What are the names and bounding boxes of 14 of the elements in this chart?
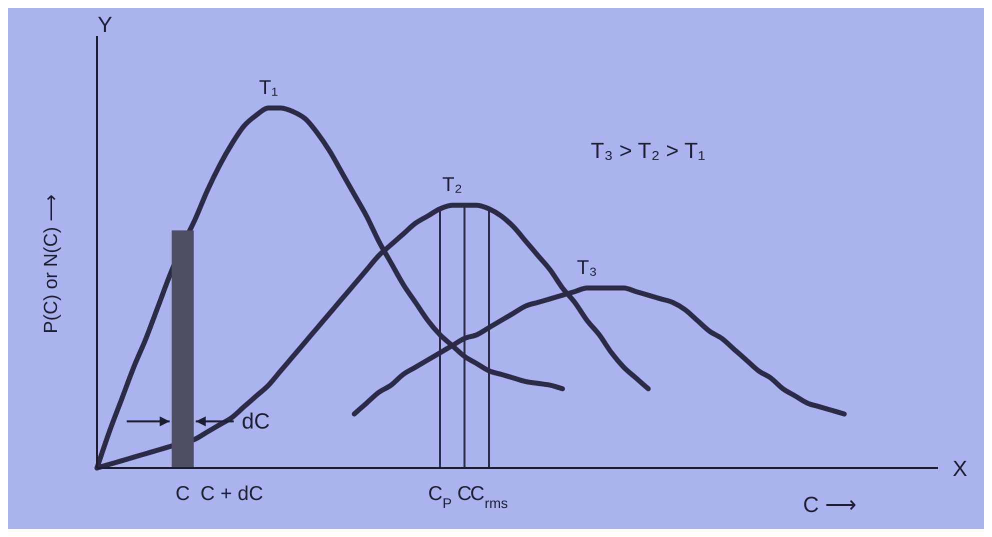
x-tick-label: C + dC: [200, 483, 264, 505]
x-axis-title: C ⟶: [803, 492, 857, 517]
y-axis-title: P(C) or N(C) ⟶: [41, 194, 62, 334]
series-label: T₂: [442, 174, 462, 196]
series-label: T₁: [259, 77, 278, 99]
x-tick-label: C$_{P}$: [428, 483, 452, 511]
x-tick-label: C: [457, 483, 472, 505]
x-tick-label: C: [176, 483, 190, 505]
series-label: T₃: [576, 257, 598, 279]
annotation: T₃ > T₂ > T₁: [590, 138, 706, 163]
annotation: dC: [242, 408, 270, 434]
x-tick-label: C$_{rms}$: [470, 483, 508, 511]
text: X: [952, 456, 968, 481]
text: Y: [98, 12, 113, 37]
